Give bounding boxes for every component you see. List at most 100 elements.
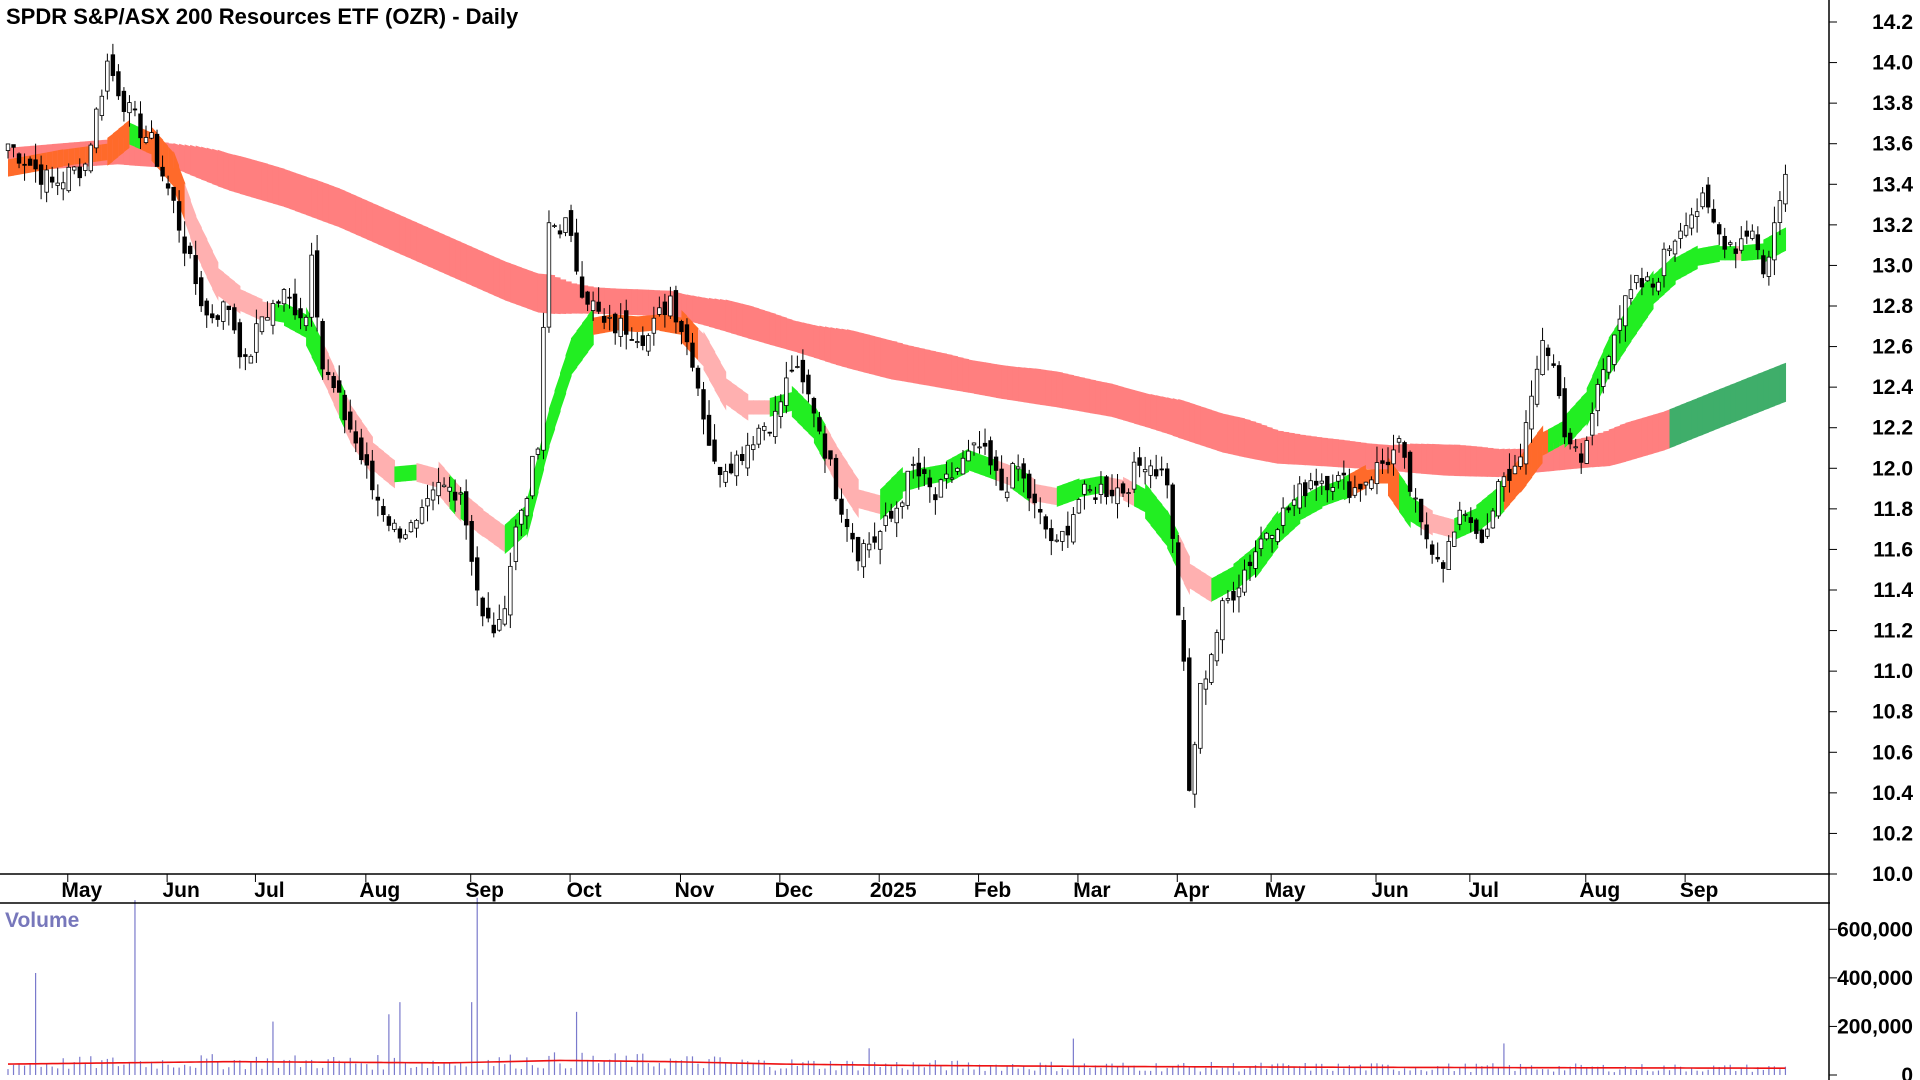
price-tick-label: 10.2 [1872, 822, 1913, 845]
short-ema-ribbon-segment [1531, 433, 1538, 478]
candle-body [204, 300, 209, 316]
short-ema-ribbon-segment [891, 472, 898, 510]
candle-body [1391, 449, 1396, 465]
long-ema-ribbon-segment [416, 222, 423, 264]
long-ema-ribbon-segment [996, 364, 1003, 399]
candle-body [375, 496, 381, 501]
candle-body [430, 489, 436, 501]
long-ema-ribbon-segment [295, 172, 302, 213]
short-ema-ribbon-segment [96, 144, 103, 162]
long-ema-ribbon-segment [190, 144, 197, 178]
candle-body [1015, 466, 1021, 470]
candle-body [568, 210, 574, 236]
candle-body [72, 166, 77, 171]
candle-body [210, 313, 215, 319]
candle-body [1612, 334, 1617, 365]
long-ema-ribbon-segment [1178, 398, 1185, 440]
short-ema-ribbon-segment [74, 147, 81, 165]
time-tick-label: Nov [675, 879, 715, 902]
long-ema-ribbon-segment [1216, 411, 1223, 453]
short-ema-ribbon-segment [1156, 497, 1163, 540]
short-ema-ribbon-segment [1189, 563, 1196, 592]
short-ema-ribbon-segment [703, 331, 710, 381]
long-ema-ribbon-segment [1559, 441, 1566, 471]
candle-body [248, 355, 254, 364]
long-ema-ribbon-segment [686, 294, 694, 323]
short-ema-ribbon-segment [168, 146, 175, 188]
short-ema-ribbon-segment [1542, 429, 1549, 456]
short-ema-ribbon-segment [1708, 245, 1715, 264]
long-ema-ribbon-segment [1321, 437, 1328, 467]
chart-title: SPDR S&P/ASX 200 Resources ETF (OZR) - D… [6, 4, 519, 29]
long-ema-ribbon-segment [974, 360, 981, 395]
candle-body [546, 222, 552, 328]
candle-body [1098, 483, 1104, 495]
candle-body [298, 308, 303, 319]
short-ema-ribbon-segment [1338, 478, 1345, 501]
candle-body [1711, 208, 1716, 223]
candle-body [684, 324, 690, 343]
long-ema-ribbon-segment [427, 227, 434, 269]
short-ema-ribbon-segment [68, 148, 75, 166]
candle-body [773, 410, 778, 438]
candle-body [353, 431, 358, 444]
long-ema-ribbon-segment [1123, 387, 1130, 422]
short-ema-ribbon-segment [758, 400, 765, 415]
long-ema-ribbon-segment [1680, 402, 1687, 444]
candle-body [866, 543, 872, 551]
long-ema-ribbon-segment [1255, 422, 1262, 461]
short-ema-ribbon-segment [1719, 246, 1726, 261]
long-ema-ribbon-segment [1426, 443, 1433, 475]
candle-body [993, 456, 999, 471]
candle-body [574, 232, 579, 272]
candle-body [77, 166, 82, 179]
candle-body [1303, 482, 1308, 497]
candle-body [1474, 519, 1479, 534]
candle-body [1131, 461, 1137, 490]
long-ema-ribbon-segment [747, 305, 754, 340]
candle-body [1358, 483, 1363, 490]
candle-body [1242, 569, 1247, 593]
long-ema-ribbon-segment [698, 296, 705, 326]
candle-body [795, 366, 800, 368]
short-ema-ribbon-segment [399, 465, 407, 482]
short-ema-ribbon-segment [593, 316, 600, 335]
long-ema-ribbon-segment [245, 157, 252, 198]
candle-body [243, 354, 248, 357]
candle-body [276, 301, 281, 304]
long-ema-ribbon-segment [642, 289, 649, 316]
long-ema-ribbon-segment [339, 188, 346, 230]
long-ema-ribbon-segment [1730, 382, 1737, 424]
candle-body [1783, 173, 1788, 205]
short-ema-ribbon-segment [532, 454, 539, 516]
candle-body [789, 369, 795, 372]
long-ema-ribbon-segment [609, 288, 616, 315]
short-ema-ribbon-segment [63, 148, 70, 167]
short-ema-ribbon-segment [477, 504, 484, 538]
candle-body [55, 182, 60, 186]
long-ema-ribbon-segment [918, 347, 925, 386]
long-ema-ribbon-segment [1023, 367, 1030, 404]
candle-body [800, 359, 806, 383]
candle-body [894, 507, 899, 524]
candle-body [844, 518, 850, 528]
candle-body [403, 534, 408, 539]
long-ema-ribbon-segment [824, 326, 832, 363]
long-ema-ribbon-segment [1343, 440, 1350, 468]
long-ema-ribbon-segment [1774, 364, 1781, 407]
candle-body [281, 289, 287, 305]
long-ema-ribbon-segment [1492, 448, 1499, 478]
candle-body [1529, 395, 1534, 430]
candle-body [966, 450, 971, 462]
candle-body [728, 463, 734, 474]
candle-body [154, 133, 160, 167]
candle-body [1104, 476, 1109, 498]
candle-body [1280, 507, 1286, 526]
short-ema-ribbon-segment [388, 455, 395, 489]
candle-body [314, 250, 320, 318]
short-ema-ribbon-segment [1266, 518, 1273, 563]
long-ema-ribbon-segment [1498, 448, 1505, 477]
candle-body [1352, 487, 1358, 496]
price-tick-label: 11.0 [1873, 660, 1913, 683]
candle-body [486, 607, 491, 619]
